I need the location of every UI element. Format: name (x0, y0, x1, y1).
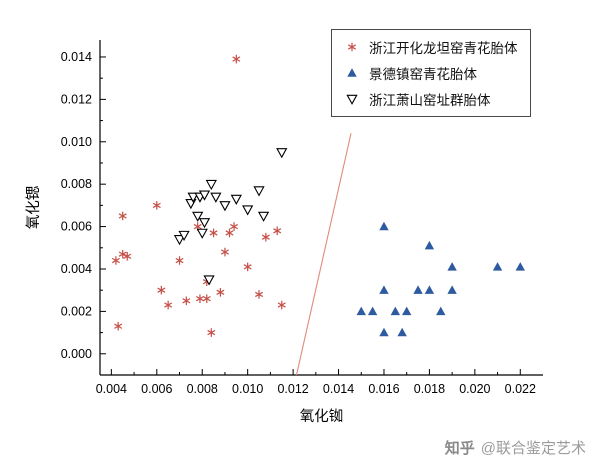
svg-text:0.008: 0.008 (61, 177, 92, 191)
svg-text:0.006: 0.006 (141, 382, 172, 396)
svg-text:0.014: 0.014 (323, 382, 354, 396)
svg-text:0.004: 0.004 (61, 262, 92, 276)
svg-text:0.012: 0.012 (61, 92, 92, 106)
x-axis: 0.004 0.006 0.008 0.010 0.012 0.014 0.016 0.018… (96, 369, 536, 396)
legend-item-1: 景德镇窑青花胎体 (342, 62, 518, 84)
legend-label: 景德镇窑青花胎体 (369, 67, 477, 82)
legend-label: 浙江萧山窑址群胎体 (369, 93, 491, 108)
svg-text:0.008: 0.008 (187, 382, 218, 396)
svg-text:0.010: 0.010 (61, 135, 92, 149)
series-2 (173, 148, 288, 286)
series-0 (111, 54, 286, 337)
y-axis: 0.000 0.002 0.004 0.006 0.008 0.010 0.012 0.014 (61, 50, 106, 361)
watermark: 知乎 @联合鉴定艺术 (445, 437, 586, 458)
divider-line (295, 133, 352, 376)
svg-text:0.018: 0.018 (414, 382, 445, 396)
asterisk-icon (347, 42, 357, 52)
triangle-up-filled-icon (347, 68, 357, 77)
svg-text:0.016: 0.016 (368, 382, 399, 396)
svg-text:0.012: 0.012 (277, 382, 308, 396)
svg-text:0.006: 0.006 (61, 220, 92, 234)
svg-text:0.022: 0.022 (505, 382, 536, 396)
legend-item-2: 浙江萧山窑址群胎体 (342, 88, 518, 110)
y-axis-title: 氧化锶 (25, 185, 42, 229)
watermark-handle: @联合鉴定艺术 (480, 440, 586, 457)
legend-item-0: 浙江开化龙坦窑青花胎体 (342, 36, 518, 58)
svg-text:0.002: 0.002 (61, 304, 92, 318)
series-1 (356, 221, 525, 337)
triangle-down-open-icon (346, 94, 358, 105)
svg-text:0.010: 0.010 (232, 382, 263, 396)
watermark-brand: 知乎 (444, 440, 475, 457)
axes (99, 40, 543, 376)
svg-text:0.004: 0.004 (96, 382, 127, 396)
legend: 浙江开化龙坦窑青花胎体 景德镇窑青花胎体 浙江萧山窑址群胎体 (331, 29, 531, 117)
legend-label: 浙江开化龙坦窑青花胎体 (369, 41, 518, 56)
svg-text:0.020: 0.020 (459, 382, 490, 396)
svg-text:0.000: 0.000 (61, 347, 92, 361)
x-axis-title: 氧化铷 (300, 408, 344, 425)
svg-text:0.014: 0.014 (61, 50, 92, 64)
